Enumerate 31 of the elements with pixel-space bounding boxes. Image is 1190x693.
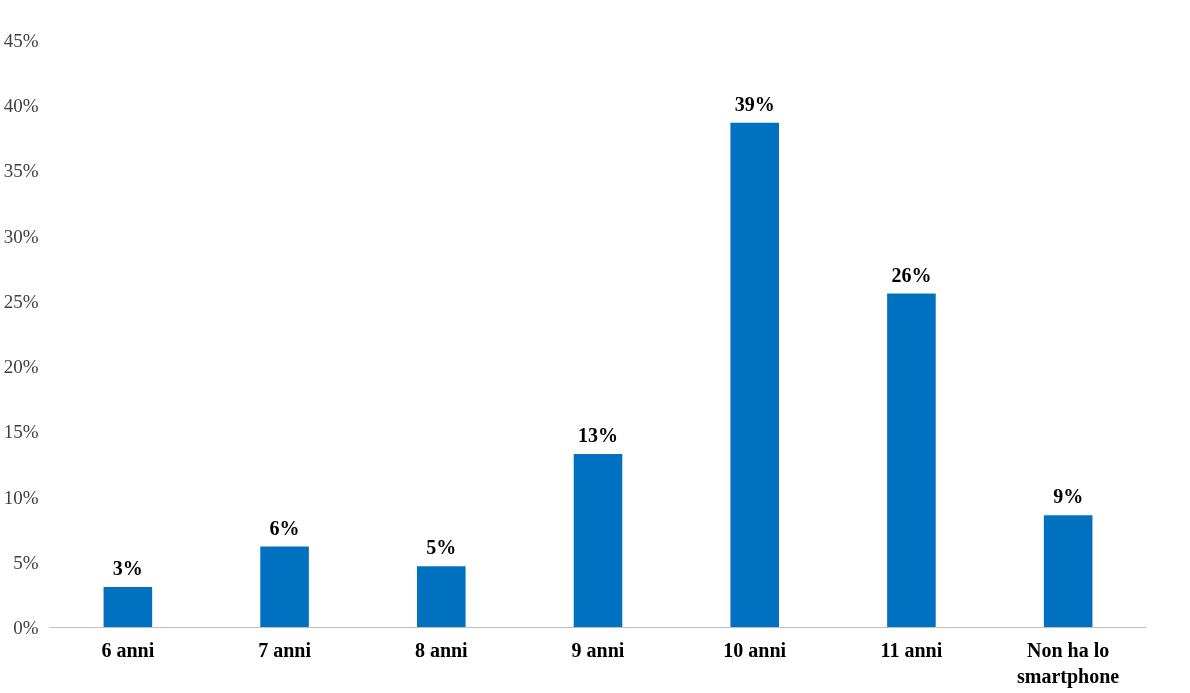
y-tick-label: 15% [3,421,39,443]
data-label: 3% [112,557,143,580]
x-tick-label: 11 anni [880,638,943,661]
y-tick-label: 25% [3,290,39,312]
y-tick-label: 10% [3,486,39,508]
y-tick-label: 30% [3,225,39,247]
bar [260,546,309,628]
x-tick-label: 9 anni [571,638,625,661]
bar [573,454,623,628]
y-tick-label: 5% [13,551,39,573]
data-label: 26% [891,263,932,286]
bar [730,122,780,628]
x-tick-label: 8 anni [414,638,469,661]
x-tick-label: 10 anni [723,638,787,661]
bar [416,566,466,628]
data-label: 6% [269,516,300,539]
y-tick-label: 40% [3,95,39,117]
data-label: 39% [734,92,775,115]
bar [887,293,936,628]
x-tick-label: Non ha lo smartphone [1017,638,1120,688]
x-tick-label: 6 anni [101,638,155,661]
data-label: 9% [1053,485,1084,508]
bar [103,587,153,628]
data-label: 5% [426,536,457,559]
x-tick-label: 7 anni [258,638,312,661]
y-tick-label: 0% [13,617,39,638]
y-tick-label: 35% [3,160,39,182]
data-label: 13% [578,424,618,447]
y-tick-label: 45% [3,30,39,51]
bar [1043,515,1093,628]
y-tick-label: 20% [3,356,39,378]
